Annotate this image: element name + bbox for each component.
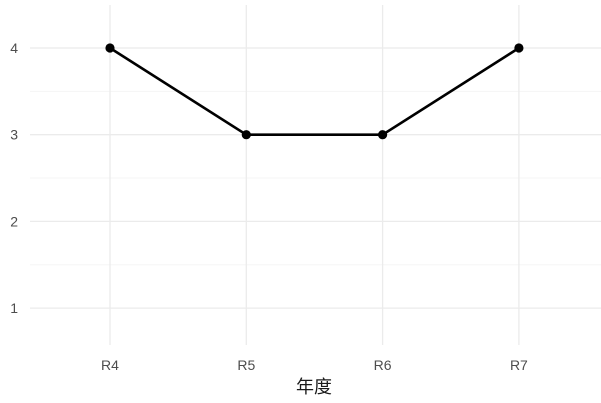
x-tick-label: R6 — [374, 357, 392, 373]
x-tick-label: R4 — [101, 357, 119, 373]
y-tick-label: 4 — [10, 40, 18, 56]
major-gridlines — [30, 5, 601, 345]
x-axis-tick-labels: R4 R5 R6 R7 — [101, 357, 528, 373]
y-tick-label: 2 — [10, 213, 18, 229]
y-tick-label: 3 — [10, 127, 18, 143]
series-layer — [105, 43, 524, 140]
data-point — [514, 43, 524, 53]
y-tick-label: 1 — [10, 300, 18, 316]
series-line — [109, 46, 520, 136]
minor-gridlines — [30, 90, 601, 266]
data-point — [105, 43, 115, 53]
x-axis-title: 年度 — [296, 377, 332, 398]
data-point — [241, 130, 251, 140]
data-point — [378, 130, 388, 140]
y-axis-tick-labels: 1 2 3 4 — [10, 40, 18, 316]
x-tick-label: R5 — [237, 357, 255, 373]
x-tick-label: R7 — [510, 357, 528, 373]
